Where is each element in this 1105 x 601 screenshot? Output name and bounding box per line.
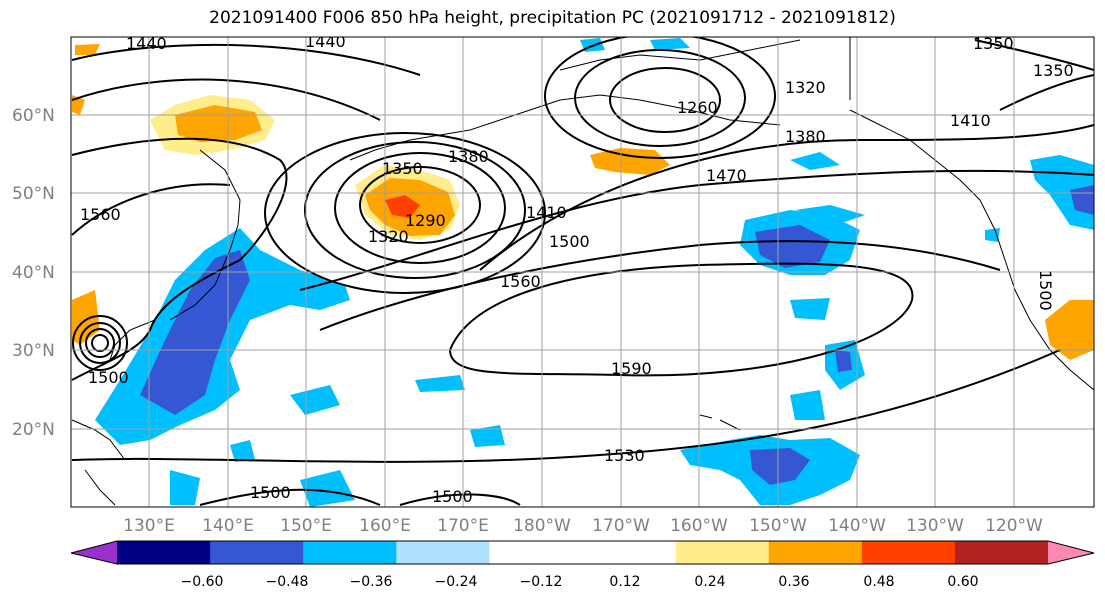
latitude-labels: 60°N 50°N 40°N 30°N 20°N: [12, 106, 55, 440]
contour-label: 1350: [1033, 61, 1074, 80]
colorbar-tick-label: −0.48: [266, 574, 309, 590]
colorbar-extend-high: [1048, 541, 1094, 564]
lon-label: 170°E: [437, 516, 489, 536]
colorbar-segment: [396, 541, 490, 564]
lon-label: 130°W: [906, 516, 964, 536]
lon-label: 160°W: [670, 516, 728, 536]
contour-label: 1380: [448, 147, 489, 166]
contour-label: 1380: [785, 127, 826, 146]
lon-label: 130°E: [123, 516, 175, 536]
contour-label: 1290: [405, 211, 446, 230]
colorbar-segment: [210, 541, 304, 564]
colorbar-tick-label: −0.36: [350, 574, 393, 590]
lon-label: 120°W: [985, 516, 1043, 536]
lat-label: 30°N: [12, 341, 55, 361]
contour-label: 1470: [706, 166, 747, 185]
contour-label: 1500: [88, 368, 129, 387]
lat-label: 60°N: [12, 106, 55, 126]
colorbar-segment: [489, 541, 583, 564]
colorbar-tick-label: 0.36: [778, 574, 809, 590]
contour-label: 1440: [126, 34, 167, 53]
contour-label: 1530: [604, 446, 645, 465]
colorbar-segment: [582, 541, 677, 564]
lon-label: 150°E: [280, 516, 332, 536]
lat-label: 50°N: [12, 184, 55, 204]
colorbar-segment: [675, 541, 770, 564]
gridlines: [71, 37, 1094, 507]
colorbar: −0.60 −0.48 −0.36 −0.24 −0.12 0.12 0.24 …: [70, 540, 1095, 590]
contour-label: 1350: [382, 159, 423, 178]
contour-label: 1410: [950, 111, 991, 130]
lon-label: 150°W: [749, 516, 807, 536]
colorbar-extend-low: [71, 541, 117, 564]
coastlines: [71, 37, 1094, 506]
colorbar-segment: [303, 541, 397, 564]
lat-label: 40°N: [12, 263, 55, 283]
contour-label: 1500: [549, 232, 590, 251]
colorbar-ticks: −0.60 −0.48 −0.36 −0.24 −0.12 0.12 0.24 …: [181, 574, 979, 590]
contour-label: 1410: [526, 203, 567, 222]
contour-label: 1560: [80, 205, 121, 224]
colorbar-tick-label: 0.24: [694, 574, 725, 590]
contour-label: 1590: [611, 359, 652, 378]
colorbar-segment: [861, 541, 956, 564]
contour-label: 1260: [677, 98, 718, 117]
lon-label: 170°W: [592, 516, 650, 536]
colorbar-outline: [70, 540, 1095, 565]
contour-label: 1560: [500, 272, 541, 291]
colorbar-tick-label: 0.12: [609, 574, 640, 590]
contour-label: 1350: [973, 34, 1014, 53]
map-title: 2021091400 F006 850 hPa height, precipit…: [209, 8, 896, 28]
contour-label: 1440: [305, 32, 346, 51]
lon-label: 140°W: [828, 516, 886, 536]
colorbar-tick-label: −0.24: [435, 574, 478, 590]
lon-label: 180°W: [513, 516, 571, 536]
colorbar-tick-label: 0.60: [947, 574, 978, 590]
colorbar-tick-label: −0.12: [520, 574, 563, 590]
colorbar-tick-label: 0.48: [863, 574, 894, 590]
contour-label: 1320: [368, 227, 409, 246]
contour-label: 1500: [250, 483, 291, 502]
height-contours: [71, 37, 1094, 506]
lat-label: 20°N: [12, 420, 55, 440]
colorbar-segment: [954, 541, 1049, 564]
map-frame: [70, 36, 1095, 508]
precip-shading: [72, 38, 1094, 507]
contour-label: 1500: [432, 487, 473, 506]
lon-label: 140°E: [202, 516, 254, 536]
colorbar-segment: [768, 541, 863, 564]
lon-label: 160°E: [359, 516, 411, 536]
colorbar-segment: [117, 541, 211, 564]
longitude-labels: 130°E 140°E 150°E 160°E 170°E 180°W 170°…: [123, 516, 1043, 536]
contour-label: 1320: [785, 78, 826, 97]
contour-labels: 1440 1440 1350 1350 1320 1260 1380 1410 …: [80, 32, 1074, 506]
colorbar-tick-label: −0.60: [181, 574, 224, 590]
contour-label: 1500: [1036, 270, 1055, 311]
